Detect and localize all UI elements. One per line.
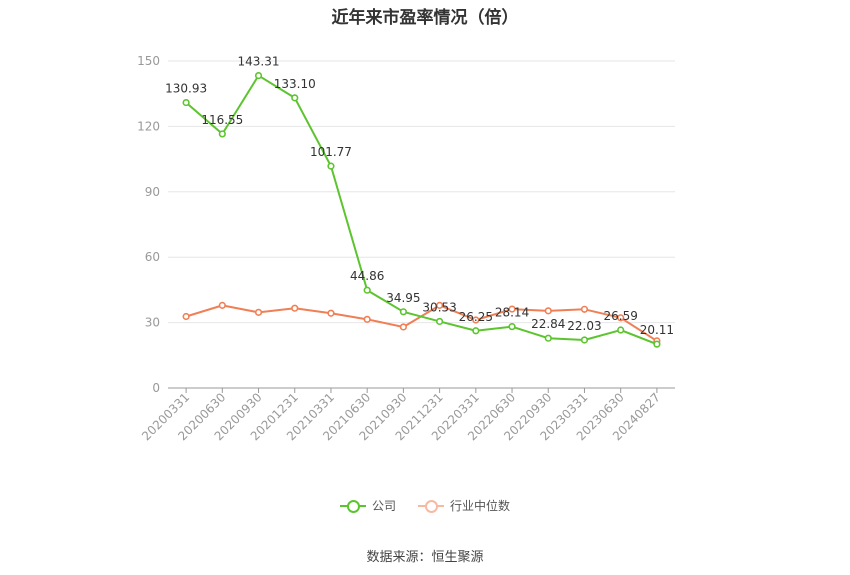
- industry-data-point: [399, 323, 407, 331]
- company-data-label: 30.53: [422, 300, 456, 314]
- company-data-point: [363, 286, 371, 294]
- industry-data-point: [472, 316, 480, 324]
- company-data-label: 20.11: [640, 323, 674, 337]
- company-data-point: [291, 94, 299, 102]
- industry-data-point: [363, 315, 371, 323]
- industry-data-point: [182, 312, 190, 321]
- industry-data-point: [436, 301, 444, 309]
- company-data-label: 28.14: [495, 306, 529, 320]
- company-data-point: [472, 327, 480, 335]
- y-tick-label: 120: [137, 119, 160, 133]
- legend-item-industry[interactable]: 行业中位数: [418, 497, 510, 514]
- legend-industry-marker-icon: [418, 499, 444, 513]
- y-tick-label: 150: [137, 54, 160, 68]
- company-data-point: [327, 162, 335, 170]
- company-data-label: 143.31: [238, 55, 280, 69]
- company-data-label: 22.84: [531, 317, 565, 331]
- industry-data-point: [291, 304, 299, 312]
- company-data-label: 116.55: [201, 113, 243, 127]
- company-data-label: 34.95: [386, 291, 420, 305]
- company-data-label: 22.03: [567, 319, 601, 333]
- y-tick-label: 60: [145, 250, 160, 264]
- industry-data-point: [508, 305, 516, 313]
- source-note: 数据来源：恒生聚源: [366, 550, 484, 565]
- industry-data-point: [544, 307, 552, 315]
- company-data-label: 133.10: [274, 77, 316, 91]
- legend-industry-label: 行业中位数: [450, 499, 511, 513]
- legend-company-label: 公司: [371, 499, 396, 513]
- company-data-label: 26.25: [459, 310, 493, 324]
- company-data-label: 130.93: [165, 82, 207, 96]
- industry-data-point: [580, 305, 589, 313]
- y-tick-label: 30: [145, 316, 160, 330]
- company-data-point: [399, 308, 407, 316]
- industry-data-point: [254, 308, 263, 316]
- company-data-point: [218, 130, 226, 138]
- company-data-point: [544, 334, 552, 342]
- industry-data-point: [327, 309, 335, 317]
- company-data-point: [182, 98, 190, 107]
- legend: 公司 行业中位数: [0, 497, 850, 514]
- company-data-point: [436, 317, 444, 326]
- company-data-point: [617, 326, 625, 334]
- company-series-line: [185, 74, 658, 346]
- company-data-label: 101.77: [310, 145, 352, 159]
- company-data-point: [254, 71, 263, 80]
- company-data-label: 26.59: [603, 309, 637, 323]
- legend-item-company[interactable]: 公司: [339, 497, 396, 514]
- industry-data-point: [617, 314, 625, 322]
- company-data-label: 44.86: [350, 269, 384, 283]
- industry-data-point: [218, 301, 226, 309]
- y-tick-label: 90: [145, 185, 160, 199]
- company-data-point: [653, 340, 661, 348]
- chart-title: 近年来市盈率情况（倍）: [331, 8, 519, 28]
- y-tick-label: 0: [152, 381, 160, 395]
- company-data-point: [580, 336, 589, 344]
- legend-company-marker-icon: [339, 499, 366, 513]
- company-data-point: [508, 323, 516, 331]
